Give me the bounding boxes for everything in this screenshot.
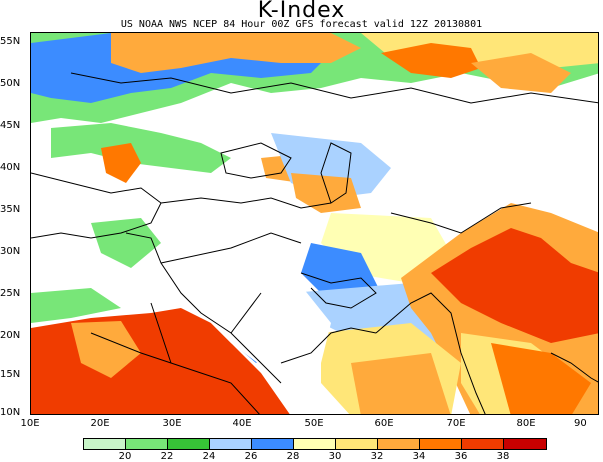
contour-africa-green (31, 288, 121, 323)
colorbar-swatch-7 (336, 439, 378, 449)
colorbar-label-26: 26 (244, 451, 258, 462)
lon-label-80e: 80E (516, 418, 536, 429)
colorbar-label-20: 20 (118, 451, 132, 462)
lon-label-10e: 10E (20, 418, 40, 429)
contour-north-orange (111, 33, 361, 73)
colorbar-swatch-6 (294, 439, 336, 449)
lat-label-55n: 55N (0, 36, 21, 47)
colorbar-label-36: 36 (454, 451, 468, 462)
lat-label-15n: 15N (0, 369, 21, 380)
map-canvas (31, 33, 598, 414)
colorbar-label-34: 34 (412, 451, 426, 462)
coastlines (31, 72, 598, 414)
lat-label-30n: 30N (0, 246, 21, 257)
lat-label-25n: 25N (0, 288, 21, 299)
colorbar (83, 438, 547, 450)
colorbar-swatch-2 (126, 439, 168, 449)
lat-label-45n: 45N (0, 120, 21, 131)
contour-north-orange-east2 (471, 53, 571, 93)
colorbar-swatch-10 (462, 439, 504, 449)
lon-label-40e: 40E (232, 418, 252, 429)
contour-africa-orange (71, 321, 141, 378)
colorbar-label-38: 38 (496, 451, 510, 462)
lon-label-90: 90 (574, 418, 587, 429)
contour-caucasus-orange (291, 173, 361, 213)
colorbar-label-30: 30 (328, 451, 342, 462)
contour-levant-green (91, 218, 161, 268)
contour-india-south-orange (491, 343, 591, 414)
lon-label-60e: 60E (374, 418, 394, 429)
lat-label-40n: 40N (0, 162, 21, 173)
colorbar-label-28: 28 (286, 451, 300, 462)
colorbar-swatch-5 (252, 439, 294, 449)
contour-balkans-orange (101, 143, 141, 183)
colorbar-swatch-4 (210, 439, 252, 449)
colorbar-swatch-3 (168, 439, 210, 449)
lat-label-35n: 35N (0, 204, 21, 215)
colorbar-swatch-8 (378, 439, 420, 449)
lon-label-50e: 50E (304, 418, 324, 429)
chart-title: K-Index (257, 0, 346, 23)
colorbar-label-32: 32 (370, 451, 384, 462)
chart-subtitle: US NOAA NWS NCEP 84 Hour 00Z GFS forecas… (120, 19, 483, 30)
contour-med-green (51, 123, 231, 173)
lat-label-20n: 20N (0, 330, 21, 341)
colorbar-label-22: 22 (160, 451, 174, 462)
colorbar-swatch-1 (84, 439, 126, 449)
lat-label-50n: 50N (0, 78, 21, 89)
lat-label-10n: 10N (0, 407, 21, 418)
colorbar-swatch-11 (504, 439, 546, 449)
k-index-map (30, 32, 599, 415)
colorbar-label-24: 24 (202, 451, 216, 462)
contour-north-orange-east (381, 43, 481, 78)
lon-label-20e: 20E (90, 418, 110, 429)
contour-arabian-sea-orange (351, 353, 451, 414)
lon-label-70e: 70E (446, 418, 466, 429)
lon-label-30e: 30E (162, 418, 182, 429)
contour-india-red (431, 228, 598, 343)
contour-arabia-white (151, 248, 331, 373)
colorbar-swatch-9 (420, 439, 462, 449)
